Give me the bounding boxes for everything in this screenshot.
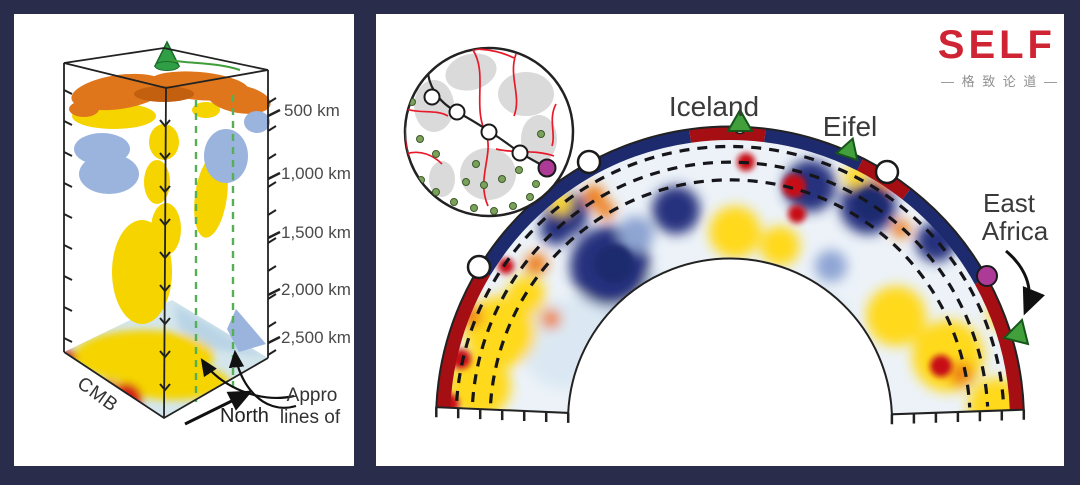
section-annotation: Appro lines of bbox=[200, 349, 341, 428]
depth-label-500: 500 km bbox=[284, 101, 340, 120]
depth-label-2000: 2,000 km bbox=[281, 280, 351, 299]
station-circle-right bbox=[874, 159, 900, 185]
north-arrow: North bbox=[184, 390, 269, 427]
self-logo-text: SELF bbox=[938, 23, 1056, 67]
station-circle-left-lower bbox=[466, 254, 492, 280]
depth-label-2500: 2,500 km bbox=[281, 328, 351, 347]
annotation-line1: Appro bbox=[287, 385, 338, 406]
discontinuity-dashed-arcs bbox=[455, 144, 1006, 408]
end-face-ticks-left bbox=[435, 407, 570, 423]
east-africa-hotspot-triangle bbox=[1002, 318, 1030, 346]
depth-label-1500: 1,500 km bbox=[281, 223, 351, 242]
great-circle-stations bbox=[423, 88, 529, 162]
section-trace-lines bbox=[169, 59, 241, 402]
orange-shallow-isosurface bbox=[69, 71, 271, 117]
self-logo: SELF — 格 致 论 道 — bbox=[938, 23, 1059, 89]
east-africa-label-line2: Africa bbox=[982, 216, 1049, 246]
globe-inset bbox=[403, 46, 575, 218]
iceland-hotspot-triangle bbox=[726, 107, 754, 132]
cross-section-figure: Iceland Eifel East Africa bbox=[403, 23, 1059, 425]
continents bbox=[414, 53, 557, 200]
blue-cold-isosurface bbox=[74, 111, 270, 352]
east-africa-magenta-circle bbox=[976, 265, 998, 287]
self-logo-tagline: — 格 致 论 道 — bbox=[941, 74, 1059, 89]
rim-markers bbox=[466, 107, 1030, 346]
north-label: North bbox=[220, 405, 269, 427]
depth-tick-marks bbox=[63, 89, 281, 392]
eifel-label: Eifel bbox=[823, 111, 877, 142]
east-africa-label-line1: East bbox=[983, 188, 1036, 218]
right-panel-cross-section: Iceland Eifel East Africa bbox=[376, 14, 1064, 466]
path-end-square bbox=[423, 59, 432, 68]
globe-magenta-endpoint bbox=[537, 158, 557, 178]
eifel-hotspot-triangle bbox=[834, 136, 859, 162]
station-circle-left-upper bbox=[576, 149, 602, 175]
iceland-label: Iceland bbox=[669, 91, 759, 122]
plume-box-figure: 500 km 1,000 km 1,500 km 2,000 km 2,500 … bbox=[63, 40, 351, 428]
left-panel-3d-plume: 500 km 1,000 km 1,500 km 2,000 km 2,500 … bbox=[14, 14, 354, 466]
end-face-ticks-right bbox=[890, 409, 1026, 425]
annotation-line2: lines of bbox=[280, 407, 341, 428]
depth-scale: 500 km 1,000 km 1,500 km 2,000 km 2,500 … bbox=[281, 101, 351, 347]
depth-label-1000: 1,000 km bbox=[281, 164, 351, 183]
east-africa-arrow bbox=[1005, 249, 1046, 316]
volcano-cone bbox=[153, 40, 181, 71]
